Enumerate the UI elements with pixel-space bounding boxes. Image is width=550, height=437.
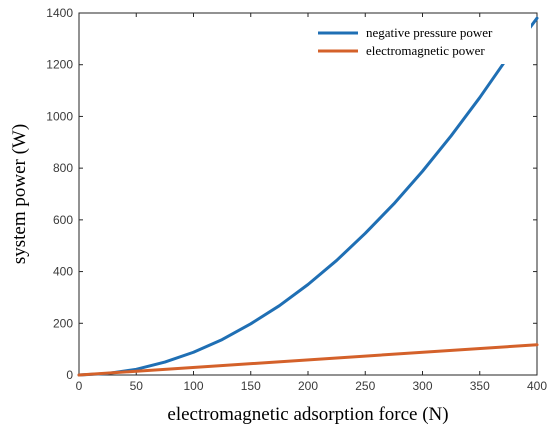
x-axis-ticks: 0 50 100 150 200 250 300 350 400: [76, 13, 547, 393]
y-axis-ticks: 0 200 400 600 800 1000 1200 1400: [46, 6, 537, 382]
legend: negative pressure power electromagnetic p…: [309, 20, 531, 64]
x-tick-label: 300: [412, 379, 432, 393]
series-line-2: [77, 343, 539, 377]
x-tick-label: 100: [183, 379, 203, 393]
legend-label-1: negative pressure power: [366, 25, 493, 40]
y-tick-label: 200: [53, 316, 73, 330]
legend-label-2: electromagnetic power: [366, 43, 485, 58]
legend-box: [309, 20, 531, 64]
plot-area: [78, 12, 538, 376]
y-tick-label: 1000: [46, 109, 73, 123]
x-tick-label: 150: [241, 379, 261, 393]
y-tick-label: 600: [53, 213, 73, 227]
x-axis-title: electromagnetic adsorption force (N): [167, 404, 448, 425]
x-tick-label: 250: [355, 379, 375, 393]
y-axis-title: system power (W): [9, 124, 30, 264]
y-tick-label: 800: [53, 161, 73, 175]
y-tick-label: 1400: [46, 6, 73, 20]
x-tick-label: 400: [527, 379, 547, 393]
y-tick-label: 1200: [46, 58, 73, 72]
x-tick-label: 350: [470, 379, 490, 393]
series-layer: [77, 16, 539, 377]
x-tick-label: 50: [130, 379, 144, 393]
y-tick-label: 0: [66, 368, 73, 382]
x-tick-label: 0: [76, 379, 83, 393]
x-tick-label: 200: [298, 379, 318, 393]
series-line-1: [77, 16, 539, 377]
y-tick-label: 400: [53, 265, 73, 279]
